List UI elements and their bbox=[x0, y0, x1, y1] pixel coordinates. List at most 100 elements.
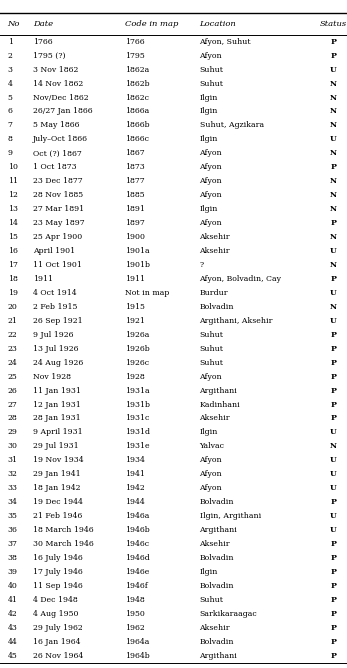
Text: Ilgin: Ilgin bbox=[200, 108, 218, 116]
Text: Code in map: Code in map bbox=[125, 20, 178, 28]
Text: N: N bbox=[330, 191, 337, 199]
Text: ?: ? bbox=[200, 261, 204, 269]
Text: U: U bbox=[330, 470, 337, 478]
Text: 1964b: 1964b bbox=[125, 652, 150, 660]
Text: Nov/Dec 1862: Nov/Dec 1862 bbox=[33, 94, 88, 102]
Text: P: P bbox=[330, 568, 336, 576]
Text: 1931a: 1931a bbox=[125, 387, 150, 395]
Text: Ilgin: Ilgin bbox=[200, 136, 218, 144]
Text: 13: 13 bbox=[8, 205, 18, 213]
Text: Afyon, Suhut: Afyon, Suhut bbox=[200, 37, 251, 45]
Text: P: P bbox=[330, 554, 336, 562]
Text: Ilgin: Ilgin bbox=[200, 94, 218, 102]
Text: 14: 14 bbox=[8, 219, 17, 227]
Text: Argithani: Argithani bbox=[200, 387, 237, 395]
Text: 1891: 1891 bbox=[125, 205, 145, 213]
Text: Sarkikaraagac: Sarkikaraagac bbox=[200, 610, 257, 618]
Text: P: P bbox=[330, 540, 336, 548]
Text: 1885: 1885 bbox=[125, 191, 145, 199]
Text: P: P bbox=[330, 219, 336, 227]
Text: 1946c: 1946c bbox=[125, 540, 149, 548]
Text: Afyon: Afyon bbox=[200, 51, 222, 59]
Text: Ilgin: Ilgin bbox=[200, 568, 218, 576]
Text: 1897: 1897 bbox=[125, 219, 145, 227]
Text: 1: 1 bbox=[8, 37, 12, 45]
Text: Aksehir: Aksehir bbox=[200, 233, 230, 241]
Text: 9 Jul 1926: 9 Jul 1926 bbox=[33, 331, 74, 339]
Text: Suhut: Suhut bbox=[200, 65, 223, 73]
Text: 1862a: 1862a bbox=[125, 65, 149, 73]
Text: Status: Status bbox=[320, 20, 347, 28]
Text: 8: 8 bbox=[8, 136, 12, 144]
Text: 26/27 Jan 1866: 26/27 Jan 1866 bbox=[33, 108, 93, 116]
Text: 1946d: 1946d bbox=[125, 554, 150, 562]
Text: 1911: 1911 bbox=[33, 275, 53, 283]
Text: 33: 33 bbox=[8, 484, 18, 492]
Text: U: U bbox=[330, 484, 337, 492]
Text: 1964a: 1964a bbox=[125, 638, 149, 646]
Text: U: U bbox=[330, 512, 337, 520]
Text: 26: 26 bbox=[8, 387, 17, 395]
Text: 1 Oct 1873: 1 Oct 1873 bbox=[33, 163, 77, 171]
Text: 11: 11 bbox=[8, 177, 18, 185]
Text: 1866b: 1866b bbox=[125, 122, 150, 130]
Text: P: P bbox=[330, 359, 336, 367]
Text: 12: 12 bbox=[8, 191, 17, 199]
Text: N: N bbox=[330, 303, 337, 311]
Text: 1946a: 1946a bbox=[125, 512, 149, 520]
Text: 6: 6 bbox=[8, 108, 12, 116]
Text: N: N bbox=[330, 205, 337, 213]
Text: Suhut: Suhut bbox=[200, 331, 223, 339]
Text: 2 Feb 1915: 2 Feb 1915 bbox=[33, 303, 77, 311]
Text: Kadinhani: Kadinhani bbox=[200, 401, 240, 409]
Text: 29: 29 bbox=[8, 428, 17, 436]
Text: 14 Nov 1862: 14 Nov 1862 bbox=[33, 79, 83, 88]
Text: 30: 30 bbox=[8, 442, 18, 450]
Text: U: U bbox=[330, 526, 337, 534]
Text: Suhut: Suhut bbox=[200, 79, 223, 88]
Text: 5: 5 bbox=[8, 94, 12, 102]
Text: P: P bbox=[330, 414, 336, 422]
Text: 28: 28 bbox=[8, 414, 17, 422]
Text: 1911: 1911 bbox=[125, 275, 145, 283]
Text: 4: 4 bbox=[8, 79, 12, 88]
Text: 4 Oct 1914: 4 Oct 1914 bbox=[33, 289, 77, 297]
Text: 27: 27 bbox=[8, 401, 17, 409]
Text: 1962: 1962 bbox=[125, 624, 145, 632]
Text: N: N bbox=[330, 94, 337, 102]
Text: 11 Oct 1901: 11 Oct 1901 bbox=[33, 261, 82, 269]
Text: 2: 2 bbox=[8, 51, 12, 59]
Text: Afyon: Afyon bbox=[200, 470, 222, 478]
Text: Aksehir: Aksehir bbox=[200, 414, 230, 422]
Text: Oct (?) 1867: Oct (?) 1867 bbox=[33, 150, 82, 158]
Text: P: P bbox=[330, 401, 336, 409]
Text: 3 Nov 1862: 3 Nov 1862 bbox=[33, 65, 78, 73]
Text: P: P bbox=[330, 582, 336, 590]
Text: Suhut: Suhut bbox=[200, 359, 223, 367]
Text: 1934: 1934 bbox=[125, 456, 145, 464]
Text: 18 March 1946: 18 March 1946 bbox=[33, 526, 94, 534]
Text: Bolvadin: Bolvadin bbox=[200, 582, 234, 590]
Text: P: P bbox=[330, 638, 336, 646]
Text: Afyon: Afyon bbox=[200, 163, 222, 171]
Text: Afyon: Afyon bbox=[200, 456, 222, 464]
Text: April 1901: April 1901 bbox=[33, 247, 75, 255]
Text: 29 Jul 1931: 29 Jul 1931 bbox=[33, 442, 78, 450]
Text: 1862b: 1862b bbox=[125, 79, 150, 88]
Text: Argithani: Argithani bbox=[200, 526, 237, 534]
Text: Afyon: Afyon bbox=[200, 484, 222, 492]
Text: P: P bbox=[330, 373, 336, 381]
Text: 21 Feb 1946: 21 Feb 1946 bbox=[33, 512, 82, 520]
Text: 3: 3 bbox=[8, 65, 12, 73]
Text: P: P bbox=[330, 498, 336, 506]
Text: Nov 1928: Nov 1928 bbox=[33, 373, 71, 381]
Text: 43: 43 bbox=[8, 624, 17, 632]
Text: 11 Sep 1946: 11 Sep 1946 bbox=[33, 582, 83, 590]
Text: 24: 24 bbox=[8, 359, 17, 367]
Text: Bolvadin: Bolvadin bbox=[200, 303, 234, 311]
Text: Ilgin, Argithani: Ilgin, Argithani bbox=[200, 512, 261, 520]
Text: 25: 25 bbox=[8, 373, 17, 381]
Text: P: P bbox=[330, 596, 336, 604]
Text: 26 Nov 1964: 26 Nov 1964 bbox=[33, 652, 83, 660]
Text: 27 Mar 1891: 27 Mar 1891 bbox=[33, 205, 84, 213]
